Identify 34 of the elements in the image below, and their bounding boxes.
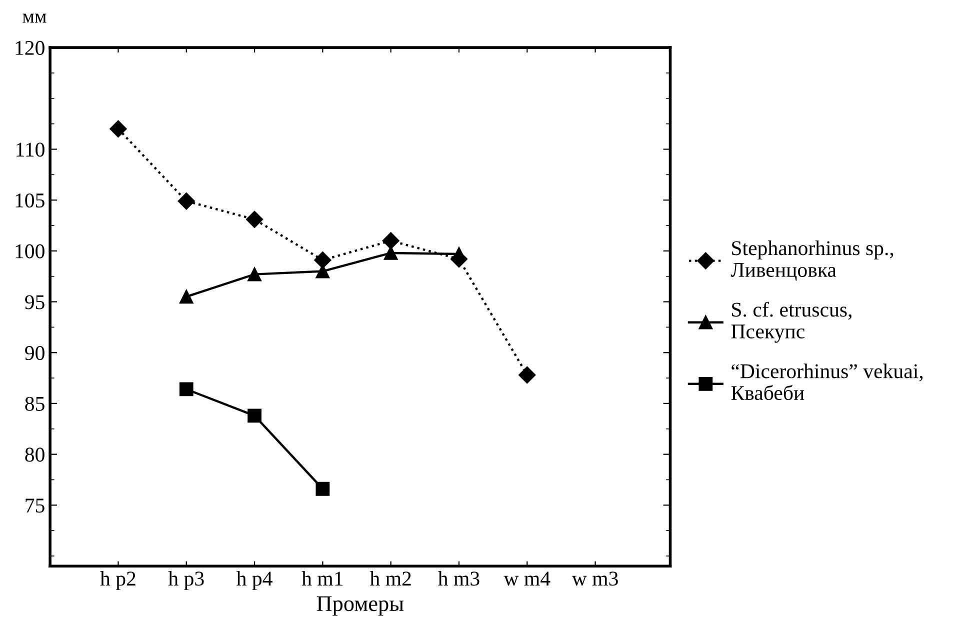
x-tick-label: h p3: [168, 571, 204, 590]
point: [179, 382, 194, 396]
legend-label: S. cf. etruscus, Псекупс: [731, 302, 852, 343]
x-tick-label: h m3: [438, 571, 480, 586]
y-tick-label: 75: [26, 498, 44, 513]
point: [384, 246, 398, 260]
y-tick-label: 120: [16, 40, 44, 55]
point: [248, 267, 262, 282]
x-tick-label: w m4: [504, 572, 550, 586]
y-tick-label: 90: [25, 346, 44, 360]
y-tick-label: 80: [25, 448, 44, 462]
legend-label: Stephanorhinus sp., Ливенцовка: [730, 240, 894, 281]
point: [110, 120, 127, 138]
y-axis-title: мм: [22, 14, 46, 23]
x-tick-label: h p4: [236, 571, 272, 590]
point: [382, 232, 400, 250]
point: [518, 366, 536, 384]
point: [248, 408, 262, 423]
x-tick-label: h m2: [370, 571, 411, 586]
y-tick-label: 85: [25, 396, 44, 411]
y-tick-label: 100: [16, 244, 44, 258]
x-tick-label: h p2: [100, 571, 136, 590]
point: [246, 210, 264, 228]
x-tick-label: w m3: [572, 572, 618, 586]
point: [178, 192, 195, 210]
x-tick-label: h m1: [302, 571, 343, 586]
x-axis-title: Промеры: [316, 596, 404, 616]
point: [314, 252, 332, 269]
point: [179, 290, 194, 304]
legend-label: “Dicerorhinus” vekuai, Квабеби: [731, 364, 923, 400]
y-tick-label: 95: [25, 295, 44, 310]
point: [316, 482, 330, 496]
y-tick-label: 105: [16, 193, 44, 208]
y-tick-label: 110: [16, 142, 44, 157]
